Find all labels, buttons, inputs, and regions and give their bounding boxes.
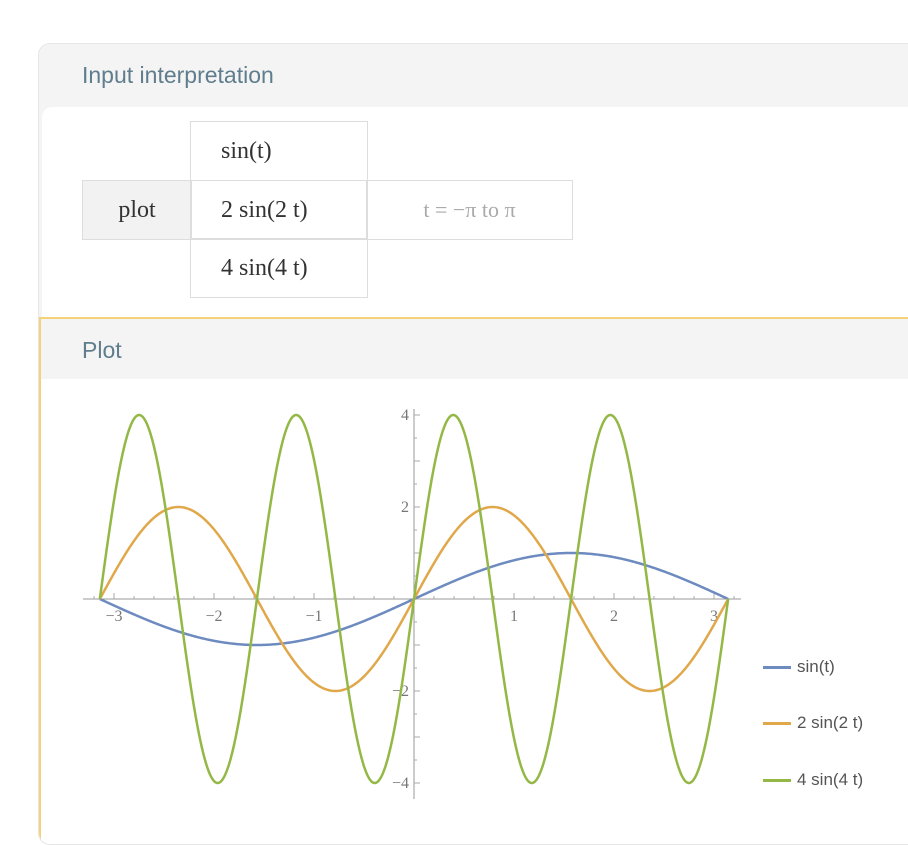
legend-label: 2 sin(2 t) bbox=[797, 713, 864, 732]
legend-item: sin(t) bbox=[763, 657, 835, 677]
y-tick-label: −4 bbox=[392, 775, 409, 792]
plot-command-cell: plot bbox=[82, 180, 192, 240]
legend-item: 2 sin(2 t) bbox=[763, 713, 863, 733]
plot-pod: Plot −3 −2 −1 1 2 3 4 2 −2 −4 sin(t) 2 sin(2 t) 4… bbox=[39, 317, 908, 845]
legend-label: sin(t) bbox=[797, 657, 835, 676]
legend-swatch bbox=[763, 721, 791, 725]
x-tick-label: 1 bbox=[510, 608, 518, 625]
pod-title-plot: Plot bbox=[82, 337, 122, 363]
plot-body: −3 −2 −1 1 2 3 4 2 −2 −4 sin(t) 2 sin(2 t) 4 sin(… bbox=[41, 379, 908, 845]
plot-chart[interactable]: −3 −2 −1 1 2 342−2−4 bbox=[41, 379, 908, 845]
x-tick-label: 3 bbox=[710, 608, 718, 625]
function-cell: sin(t) bbox=[190, 121, 368, 181]
function-cell: 4 sin(4 t) bbox=[190, 238, 368, 298]
range-cell: t = −π to π bbox=[366, 180, 573, 240]
x-tick-label: −3 bbox=[105, 608, 122, 625]
results-card: Input interpretation plot sin(t) 2 sin(2… bbox=[38, 43, 908, 845]
y-tick-label: 2 bbox=[401, 499, 409, 516]
pod-title-input: Input interpretation bbox=[82, 62, 274, 88]
x-tick-label: −2 bbox=[205, 608, 222, 625]
y-tick-label: 4 bbox=[401, 407, 409, 424]
input-interpretation-body: plot sin(t) 2 sin(2 t) 4 sin(4 t) t = −π… bbox=[42, 107, 908, 317]
legend-label: 4 sin(4 t) bbox=[797, 770, 864, 789]
x-tick-label: 2 bbox=[610, 608, 618, 625]
function-cell: 2 sin(2 t) bbox=[190, 180, 368, 240]
legend-item: 4 sin(4 t) bbox=[763, 770, 863, 790]
series-line-3 bbox=[98, 413, 730, 785]
x-tick-label: −1 bbox=[305, 608, 322, 625]
legend-swatch bbox=[763, 778, 791, 782]
legend-swatch bbox=[763, 665, 791, 669]
